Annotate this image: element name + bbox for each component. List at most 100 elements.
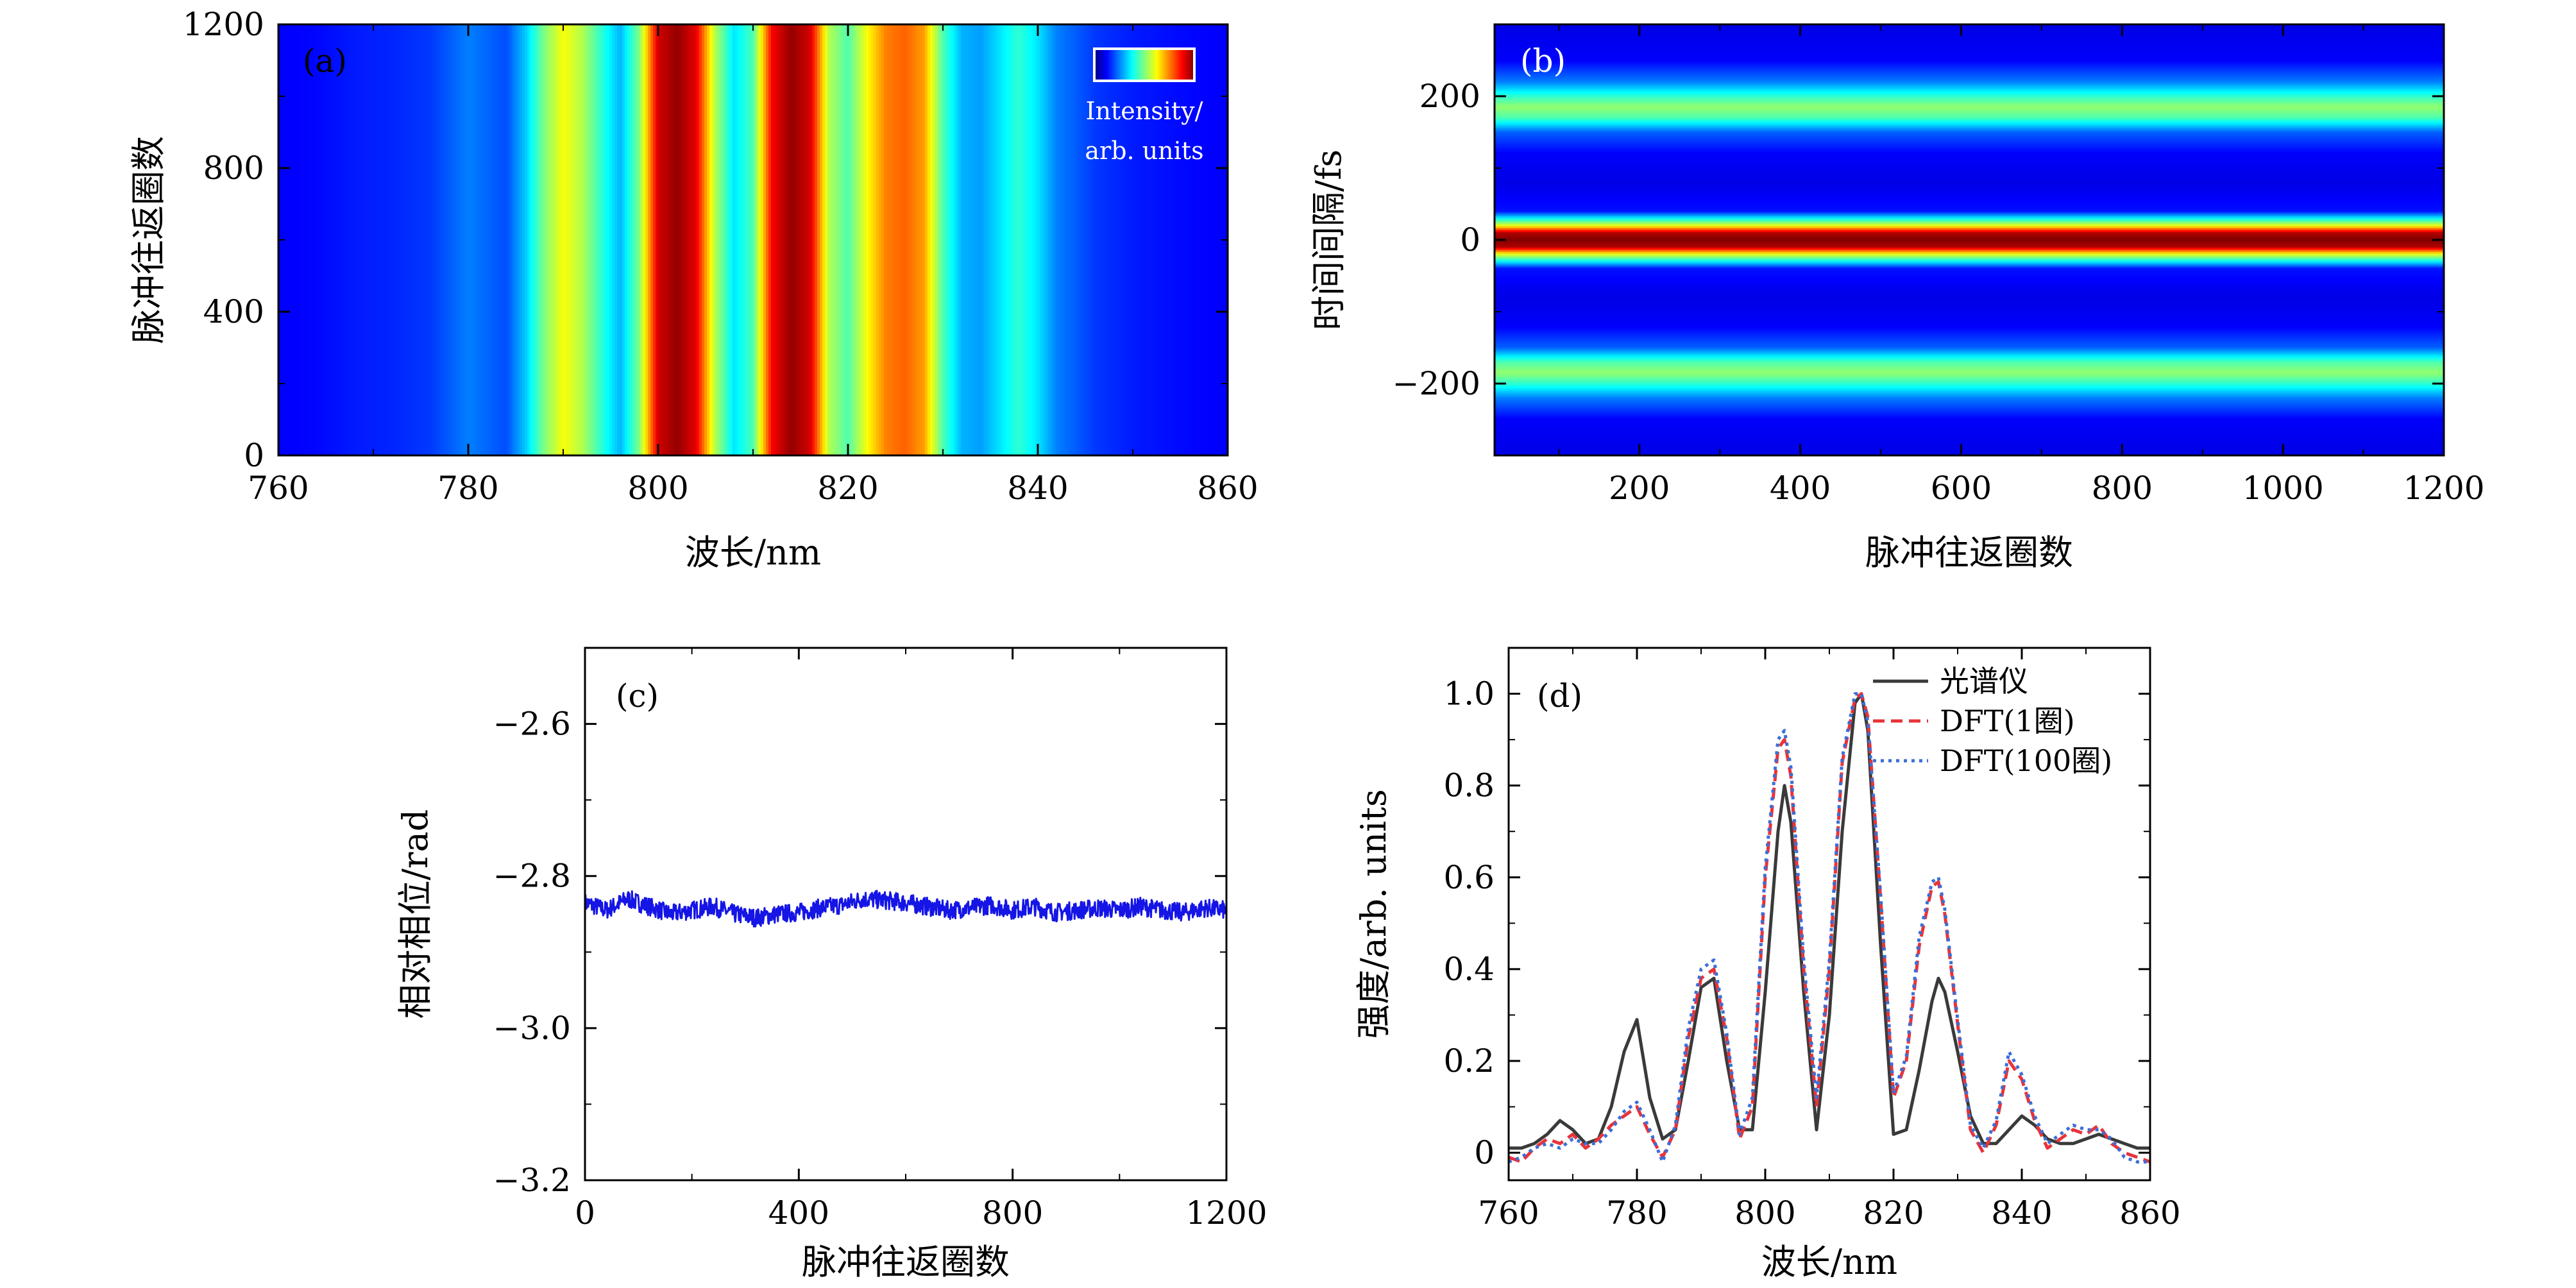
heat-column bbox=[1189, 24, 1192, 455]
heat-row bbox=[1495, 192, 2444, 196]
heat-row bbox=[1495, 439, 2444, 443]
heat-column bbox=[676, 24, 679, 455]
heat-column bbox=[707, 24, 710, 455]
heat-column bbox=[417, 24, 420, 455]
panel-d-xlabel: 波长/nm bbox=[1761, 1242, 1897, 1282]
heat-column bbox=[966, 24, 969, 455]
heat-column bbox=[1087, 24, 1090, 455]
heat-column bbox=[928, 24, 931, 455]
heat-column bbox=[756, 24, 759, 455]
heat-column bbox=[1125, 24, 1128, 455]
heat-row bbox=[1495, 341, 2444, 344]
heat-row bbox=[1495, 196, 2444, 199]
heat-column bbox=[830, 24, 833, 455]
heat-column bbox=[1140, 24, 1144, 455]
panel-b-ylabel: 时间间隔/fs bbox=[1309, 149, 1349, 330]
y-tick-label: 1200 bbox=[183, 6, 264, 43]
heat-column bbox=[594, 24, 597, 455]
heat-column bbox=[827, 24, 831, 455]
heat-row bbox=[1495, 38, 2444, 41]
heat-column bbox=[645, 24, 648, 455]
heat-column bbox=[527, 24, 530, 455]
heat-column bbox=[314, 24, 318, 455]
heat-column bbox=[437, 24, 441, 455]
colorbar-gradient bbox=[1093, 47, 1196, 82]
heat-column bbox=[668, 24, 672, 455]
heat-column bbox=[753, 24, 756, 455]
heat-column bbox=[992, 24, 995, 455]
heat-column bbox=[733, 24, 736, 455]
heat-column bbox=[1102, 24, 1105, 455]
heat-column bbox=[589, 24, 592, 455]
heat-column bbox=[522, 24, 525, 455]
heat-column bbox=[566, 24, 569, 455]
heat-column bbox=[455, 24, 459, 455]
panel-a-label: (a) bbox=[303, 42, 347, 80]
heat-column bbox=[697, 24, 700, 455]
heat-row bbox=[1495, 53, 2444, 56]
heat-column bbox=[1138, 24, 1141, 455]
heat-row bbox=[1495, 420, 2444, 423]
heat-row bbox=[1495, 120, 2444, 123]
heat-column bbox=[930, 24, 933, 455]
heat-column bbox=[425, 24, 428, 455]
heat-column bbox=[745, 24, 749, 455]
heat-column bbox=[776, 24, 779, 455]
heat-column bbox=[620, 24, 623, 455]
heat-row bbox=[1495, 136, 2444, 139]
heat-column bbox=[330, 24, 333, 455]
heat-row bbox=[1495, 140, 2444, 142]
heat-column bbox=[833, 24, 836, 455]
heat-column bbox=[1030, 24, 1033, 455]
heat-column bbox=[876, 24, 879, 455]
heat-row bbox=[1495, 153, 2444, 157]
y-tick-label: 0.2 bbox=[1443, 1042, 1495, 1080]
heat-row bbox=[1495, 322, 2444, 325]
heat-column bbox=[468, 24, 471, 455]
heat-row bbox=[1495, 194, 2444, 198]
heat-column bbox=[863, 24, 867, 455]
heat-row bbox=[1495, 393, 2444, 395]
heat-column bbox=[997, 24, 1000, 455]
heat-row bbox=[1495, 380, 2444, 384]
heat-column bbox=[394, 24, 397, 455]
heat-row bbox=[1495, 382, 2444, 386]
heat-column bbox=[376, 24, 379, 455]
heat-row bbox=[1495, 367, 2444, 370]
heat-row bbox=[1495, 255, 2444, 258]
heat-column bbox=[1071, 24, 1074, 455]
heat-row bbox=[1495, 369, 2444, 372]
panel-a-ylabel: 脉冲往返圈数 bbox=[128, 136, 169, 344]
heat-column bbox=[563, 24, 566, 455]
heat-column bbox=[1146, 24, 1149, 455]
heat-column bbox=[902, 24, 905, 455]
heat-column bbox=[874, 24, 877, 455]
heat-column bbox=[691, 24, 695, 455]
heat-row bbox=[1495, 207, 2444, 209]
heat-column bbox=[1099, 24, 1103, 455]
heat-column bbox=[889, 24, 892, 455]
heat-column bbox=[1148, 24, 1151, 455]
heat-column bbox=[584, 24, 587, 455]
heat-column bbox=[568, 24, 572, 455]
heat-column bbox=[1007, 24, 1010, 455]
heat-column bbox=[399, 24, 402, 455]
heat-row bbox=[1495, 26, 2444, 29]
heat-row bbox=[1495, 441, 2444, 445]
heat-column bbox=[1092, 24, 1095, 455]
heat-row bbox=[1495, 304, 2444, 307]
x-tick-label: 820 bbox=[1863, 1194, 1924, 1232]
heat-column bbox=[953, 24, 956, 455]
heat-column bbox=[309, 24, 312, 455]
heat-row bbox=[1495, 163, 2444, 166]
heat-column bbox=[358, 24, 361, 455]
heat-column bbox=[427, 24, 430, 455]
heat-row bbox=[1495, 83, 2444, 86]
heat-column bbox=[938, 24, 941, 455]
heat-column bbox=[715, 24, 718, 455]
heat-column bbox=[717, 24, 720, 455]
heat-column bbox=[1120, 24, 1123, 455]
heat-column bbox=[976, 24, 979, 455]
heat-column bbox=[704, 24, 708, 455]
heat-row bbox=[1495, 177, 2444, 180]
